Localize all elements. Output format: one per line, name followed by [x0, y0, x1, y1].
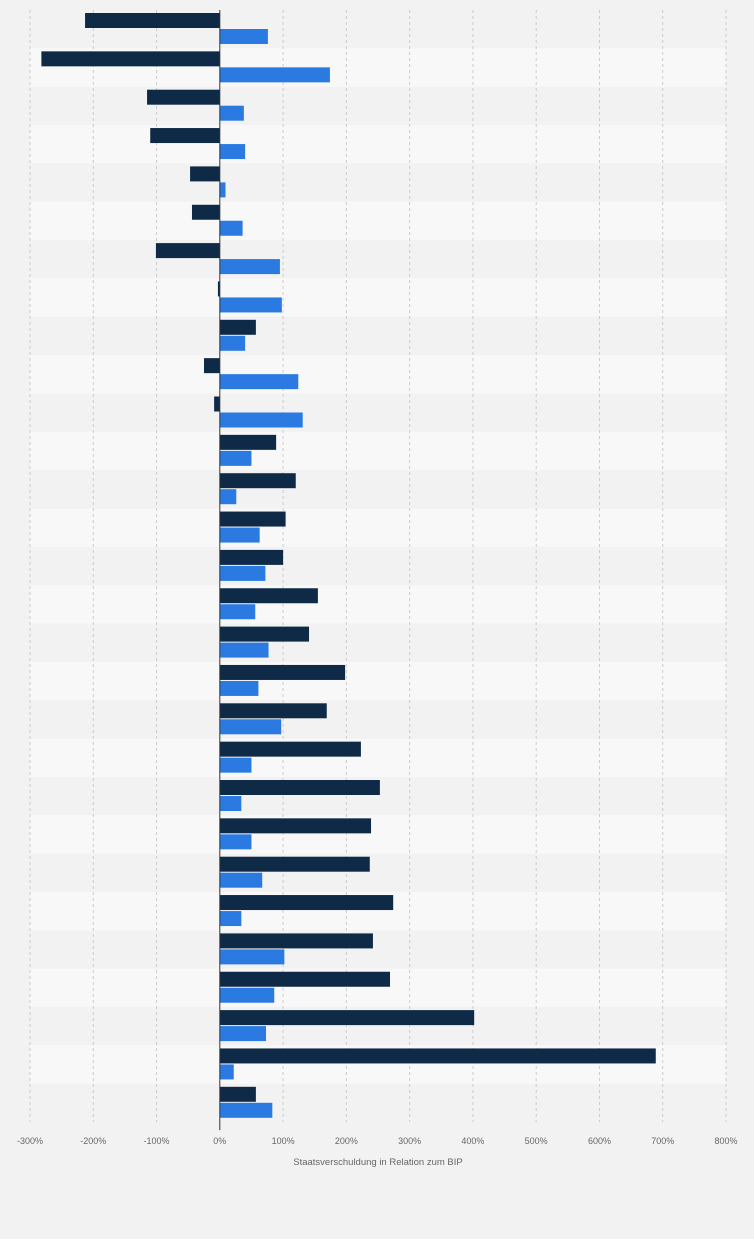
- bar: [219, 29, 268, 44]
- x-axis-title: Staatsverschuldung in Relation zum BIP: [293, 1157, 463, 1168]
- bar: [219, 642, 269, 658]
- bar: [147, 89, 220, 105]
- x-tick-label: 300%: [398, 1136, 421, 1146]
- bar: [219, 412, 303, 428]
- bar: [219, 1026, 267, 1042]
- bar: [219, 703, 327, 719]
- row-band: [30, 546, 726, 586]
- row-bands: [30, 10, 726, 1123]
- bar: [219, 818, 372, 834]
- x-tick-label: -100%: [144, 1136, 170, 1146]
- x-tick-label: 100%: [272, 1136, 295, 1146]
- x-tick-label: 700%: [651, 1136, 674, 1146]
- bar: [219, 511, 286, 527]
- bar: [219, 259, 280, 275]
- bar: [219, 549, 284, 565]
- row-band: [30, 431, 726, 471]
- bar: [219, 757, 252, 773]
- bar: [219, 489, 237, 505]
- bar: [219, 105, 244, 121]
- bars: [41, 13, 656, 1118]
- bar: [214, 396, 220, 412]
- bar: [219, 335, 246, 351]
- bar: [219, 450, 252, 466]
- bar: [204, 358, 220, 374]
- bar: [219, 473, 296, 489]
- bar: [219, 987, 275, 1003]
- bar: [219, 834, 252, 850]
- bar: [155, 243, 220, 259]
- row-band: [30, 508, 726, 547]
- row-band: [30, 470, 726, 509]
- bar: [219, 933, 373, 949]
- bar: [219, 780, 380, 795]
- bar: [219, 527, 260, 543]
- row-band: [30, 930, 726, 969]
- bar: [219, 796, 242, 811]
- bar: [85, 13, 220, 28]
- row-band: [30, 853, 726, 893]
- row-band: [30, 163, 726, 202]
- bar: [219, 604, 256, 620]
- bar: [219, 741, 361, 757]
- bar: [219, 856, 370, 872]
- x-tick-label: 600%: [588, 1136, 611, 1146]
- bar: [219, 1086, 256, 1102]
- row-band: [30, 393, 726, 432]
- x-tick-label: -300%: [17, 1136, 43, 1146]
- bar: [219, 680, 259, 696]
- bar: [41, 51, 220, 67]
- bar: [217, 281, 220, 297]
- row-band: [30, 125, 726, 164]
- row-band: [30, 316, 726, 356]
- row-band: [30, 815, 726, 854]
- bar: [219, 971, 391, 987]
- row-band: [30, 1083, 726, 1123]
- x-axis-tick-labels: -300% -200% -100% 0% 100% 200% 300% 400% 500% 600…: [17, 1136, 738, 1146]
- bar: [219, 1064, 234, 1080]
- row-band: [30, 201, 726, 241]
- bar: [219, 588, 318, 604]
- row-band: [30, 738, 726, 777]
- bar: [219, 67, 330, 83]
- bar: [219, 664, 346, 680]
- x-tick-label: 200%: [335, 1136, 358, 1146]
- x-tick-label: 400%: [461, 1136, 484, 1146]
- row-band: [30, 623, 726, 662]
- bar: [219, 182, 226, 198]
- x-tick-label: 800%: [714, 1136, 737, 1146]
- bar: [219, 297, 282, 313]
- bar: [219, 949, 285, 965]
- bar: [150, 128, 220, 144]
- bar: [219, 626, 310, 642]
- row-band: [30, 661, 726, 701]
- bar: [191, 204, 220, 220]
- bar: [219, 1048, 656, 1064]
- bar: [219, 220, 243, 236]
- bar: [219, 1102, 273, 1118]
- row-band: [30, 700, 726, 739]
- bar: [219, 144, 246, 160]
- bar: [219, 565, 266, 581]
- row-band: [30, 585, 726, 624]
- bar: [219, 319, 256, 335]
- bar: [219, 719, 282, 735]
- x-tick-label: 0%: [213, 1136, 226, 1146]
- row-band: [30, 86, 726, 126]
- x-tick-label: -200%: [80, 1136, 106, 1146]
- bar: [219, 895, 394, 911]
- bar: [219, 374, 299, 390]
- bar: [219, 911, 242, 927]
- bar: [219, 1010, 475, 1026]
- row-band: [30, 240, 726, 279]
- row-band: [30, 355, 726, 394]
- bar: [219, 872, 263, 888]
- x-tick-label: 500%: [525, 1136, 548, 1146]
- bar: [219, 434, 277, 450]
- bar: [190, 166, 220, 182]
- row-band: [30, 278, 726, 317]
